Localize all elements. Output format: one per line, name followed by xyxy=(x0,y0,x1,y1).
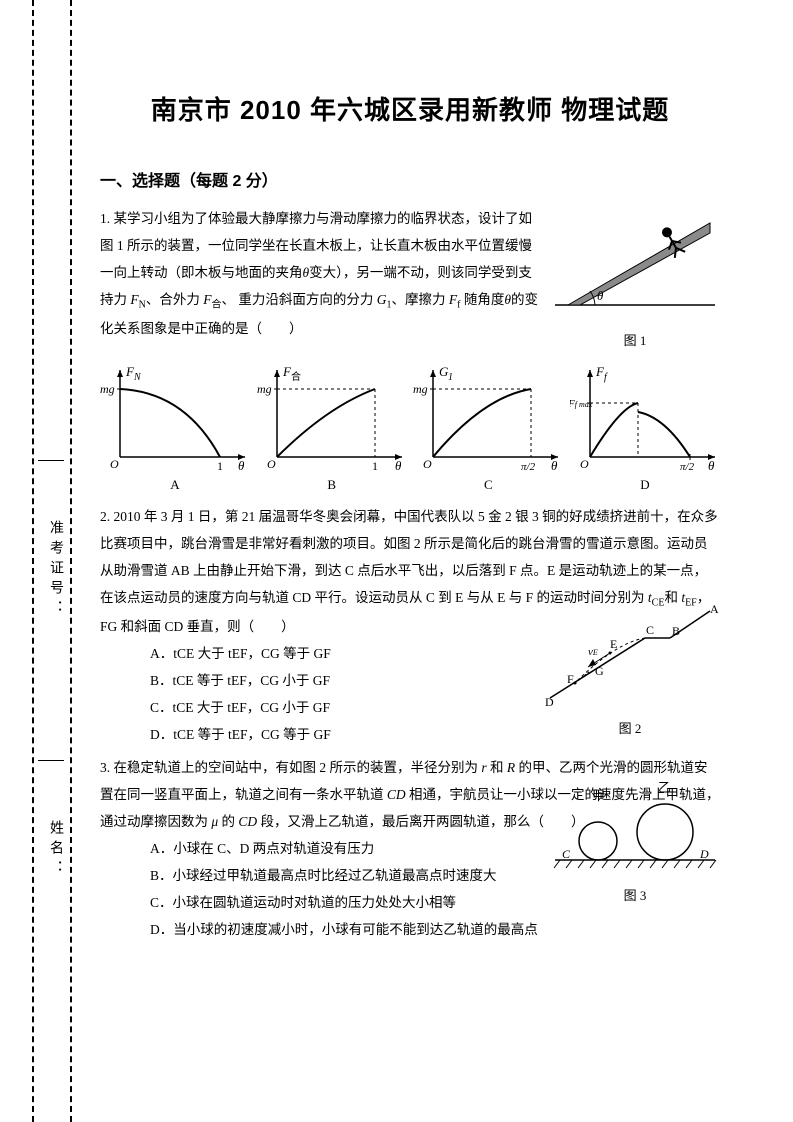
svg-text:mg: mg xyxy=(100,382,115,396)
svg-text:D: D xyxy=(545,695,554,709)
q1-graphs-row: F N mg 1 O θ A F xyxy=(100,362,720,493)
figure-3-wrap: 甲 乙 C D 图 3 xyxy=(550,780,720,904)
svg-text:π/2: π/2 xyxy=(521,461,536,472)
figure-2-caption: 图 2 xyxy=(540,718,720,737)
graph-B-label: B xyxy=(257,477,407,493)
svg-text:D: D xyxy=(699,847,709,861)
svg-text:1: 1 xyxy=(372,459,378,472)
sidebar-tick xyxy=(38,460,64,461)
svg-text:合: 合 xyxy=(291,370,301,383)
svg-text:B: B xyxy=(672,624,680,638)
question-3: 甲 乙 C D 图 3 3. 在稳定轨道上的空间站中，有如图 2 所示的装置，半… xyxy=(100,754,720,943)
graph-D: F f Ff max π/2 O θ D xyxy=(570,362,720,493)
graph-B: F 合 mg 1 O θ B xyxy=(257,362,407,493)
svg-text:甲: 甲 xyxy=(592,788,605,803)
figure-1-caption: 图 1 xyxy=(550,330,720,349)
graph-D-label: D xyxy=(570,477,720,493)
graph-A-label: A xyxy=(100,477,250,493)
svg-text:C: C xyxy=(562,847,571,861)
sidebar-tick xyxy=(38,760,64,761)
graph-C-label: C xyxy=(413,477,563,493)
graph-C: G 1 mg π/2 O θ C xyxy=(413,362,563,493)
svg-text:1: 1 xyxy=(217,459,223,472)
question-1: θ 图 1 1. 某学习小组为了体验最大静摩擦力与滑动摩擦力的临界状态，设计了如… xyxy=(100,205,720,493)
svg-text:A: A xyxy=(710,603,719,616)
svg-text:θ: θ xyxy=(238,458,245,472)
figure-2-wrap: A B C D E F G vE 图 2 xyxy=(540,603,720,737)
svg-text:π/2: π/2 xyxy=(680,461,695,472)
page-body: 南京市 2010 年六城区录用新教师 物理试题 一、选择题（每题 2 分） θ … xyxy=(100,90,720,943)
graph-A: F N mg 1 O θ A xyxy=(100,362,250,493)
name-label: 姓名： xyxy=(45,820,65,880)
page-title: 南京市 2010 年六城区录用新教师 物理试题 xyxy=(100,90,720,127)
svg-text:O: O xyxy=(580,457,589,471)
svg-text:O: O xyxy=(423,457,432,471)
svg-text:θ: θ xyxy=(708,458,715,472)
svg-text:F: F xyxy=(567,672,574,686)
svg-text:N: N xyxy=(133,372,142,383)
svg-text:O: O xyxy=(267,457,276,471)
svg-text:Ff max: Ff max xyxy=(570,398,593,410)
question-2: A B C D E F G vE 图 2 2. 2010 年 3 月 1 日，第… xyxy=(100,503,720,749)
binding-line-2 xyxy=(70,0,72,1122)
q3-opt-D: D．当小球的初速度减小时，小球有可能不能到达乙轨道的最高点 xyxy=(150,916,720,943)
binding-line-1 xyxy=(32,0,34,1122)
svg-text:G: G xyxy=(595,664,604,678)
svg-text:θ: θ xyxy=(395,458,402,472)
fig1-theta: θ xyxy=(597,288,604,303)
svg-text:E: E xyxy=(610,637,617,651)
svg-text:f: f xyxy=(604,372,608,383)
svg-text:C: C xyxy=(646,623,654,637)
svg-text:mg: mg xyxy=(413,382,428,396)
svg-text:O: O xyxy=(110,457,119,471)
section-heading: 一、选择题（每题 2 分） xyxy=(100,167,720,191)
figure-3-caption: 图 3 xyxy=(550,885,720,904)
figure-1-svg: θ xyxy=(550,205,720,325)
svg-text:1: 1 xyxy=(448,372,453,383)
svg-text:vE: vE xyxy=(588,646,598,658)
svg-text:θ: θ xyxy=(551,458,558,472)
figure-1-wrap: θ 图 1 xyxy=(550,205,720,349)
exam-id-label: 准考证号： xyxy=(45,520,65,620)
svg-text:乙: 乙 xyxy=(658,780,671,795)
svg-text:mg: mg xyxy=(257,382,272,396)
